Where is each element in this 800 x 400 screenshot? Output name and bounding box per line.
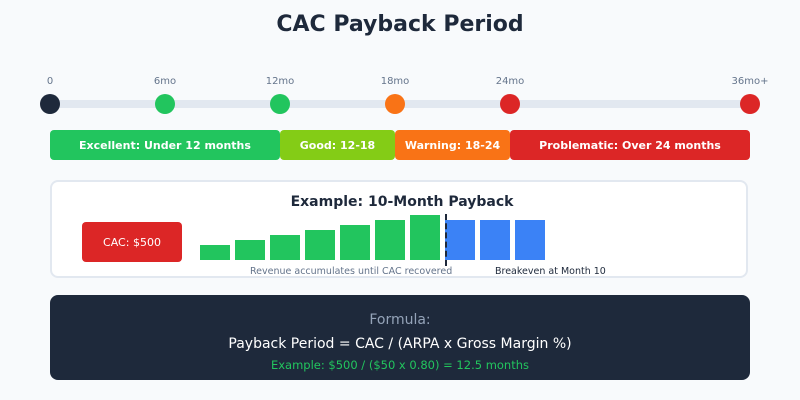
profit-bar [445, 220, 475, 260]
formula-expression: Payback Period = CAC / (ARPA x Gross Mar… [228, 336, 572, 352]
timeline-label: 24mo [495, 76, 525, 87]
revenue-bar [375, 220, 405, 260]
revenue-note: Revenue accumulates until CAC recovered [250, 266, 453, 277]
profit-bar [515, 220, 545, 260]
timeline-label: 36mo+ [731, 76, 769, 87]
revenue-bar [410, 215, 440, 260]
timeline-marker [385, 94, 405, 114]
cac-box: CAC: $500 [82, 222, 182, 262]
zone-label: Excellent: Under 12 months [79, 138, 251, 152]
timeline-marker [40, 94, 60, 114]
example-card: Example: 10-Month Payback CAC: $500 Reve… [50, 180, 748, 278]
timeline-marker [740, 94, 760, 114]
breakeven-line [445, 214, 447, 266]
timeline-marker [270, 94, 290, 114]
timeline-marker [155, 94, 175, 114]
zone-segment: Warning: 18-24 [395, 130, 510, 160]
zone-label: Good: 12-18 [299, 138, 376, 152]
revenue-bar [270, 235, 300, 260]
formula-panel: Formula: Payback Period = CAC / (ARPA x … [50, 295, 750, 380]
timeline-label: 0 [46, 76, 54, 87]
formula-example: Example: $500 / ($50 x 0.80) = 12.5 mont… [270, 358, 530, 372]
zone-segment: Good: 12-18 [280, 130, 395, 160]
cac-label: CAC: $500 [103, 235, 161, 249]
zone-label: Warning: 18-24 [404, 138, 501, 152]
timeline-label: 12mo [265, 76, 295, 87]
revenue-bar [340, 225, 370, 260]
revenue-bar [305, 230, 335, 260]
zone-label: Problematic: Over 24 months [539, 138, 721, 152]
page-title: CAC Payback Period [276, 12, 524, 37]
timeline-label: 6mo [153, 76, 177, 87]
timeline-label: 18mo [380, 76, 410, 87]
timeline-marker [500, 94, 520, 114]
revenue-bar [235, 240, 265, 260]
breakeven-note: Breakeven at Month 10 [495, 266, 606, 277]
revenue-bar [200, 245, 230, 260]
example-title: Example: 10-Month Payback [290, 194, 514, 210]
zone-segment: Excellent: Under 12 months [50, 130, 280, 160]
formula-heading: Formula: [369, 312, 431, 328]
profit-bar [480, 220, 510, 260]
zone-segment: Problematic: Over 24 months [510, 130, 750, 160]
